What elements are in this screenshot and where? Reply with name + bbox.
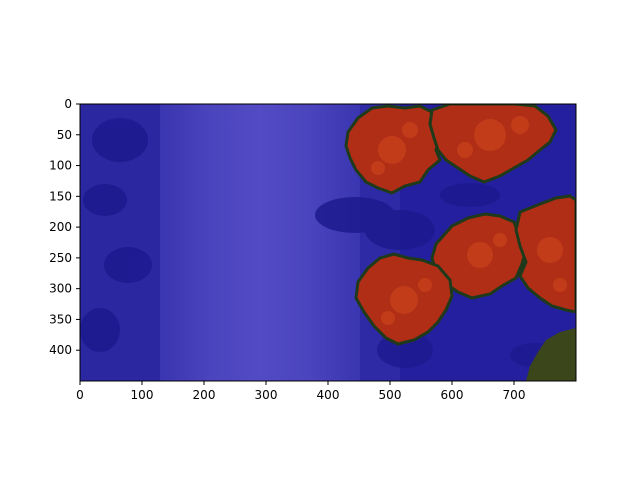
image-area xyxy=(80,104,576,381)
y-tick-label: 350 xyxy=(49,312,72,326)
x-tick-label: 0 xyxy=(76,388,84,402)
x-tick-label: 200 xyxy=(193,388,216,402)
y-axis: 0 50 100 150 200 250 300 350 400 xyxy=(49,97,80,357)
x-tick-label: 400 xyxy=(317,388,340,402)
x-tick-label: 100 xyxy=(131,388,154,402)
y-tick-label: 300 xyxy=(49,282,72,296)
y-tick-label: 150 xyxy=(49,189,72,203)
y-tick-label: 250 xyxy=(49,251,72,265)
y-tick-label: 400 xyxy=(49,343,72,357)
y-tick-label: 50 xyxy=(57,128,72,142)
x-tick-label: 500 xyxy=(379,388,402,402)
crown-highlights xyxy=(371,116,567,325)
x-tick-label: 700 xyxy=(503,388,526,402)
x-tick-label: 600 xyxy=(441,388,464,402)
dark-corner-region xyxy=(526,328,576,381)
road-region xyxy=(160,104,360,381)
x-tick-label: 300 xyxy=(255,388,278,402)
y-tick-label: 0 xyxy=(64,97,72,111)
y-tick-label: 100 xyxy=(49,159,72,173)
y-tick-label: 200 xyxy=(49,220,72,234)
x-axis: 0 100 200 300 400 500 600 700 xyxy=(76,381,525,402)
tree-shadows xyxy=(80,118,560,368)
